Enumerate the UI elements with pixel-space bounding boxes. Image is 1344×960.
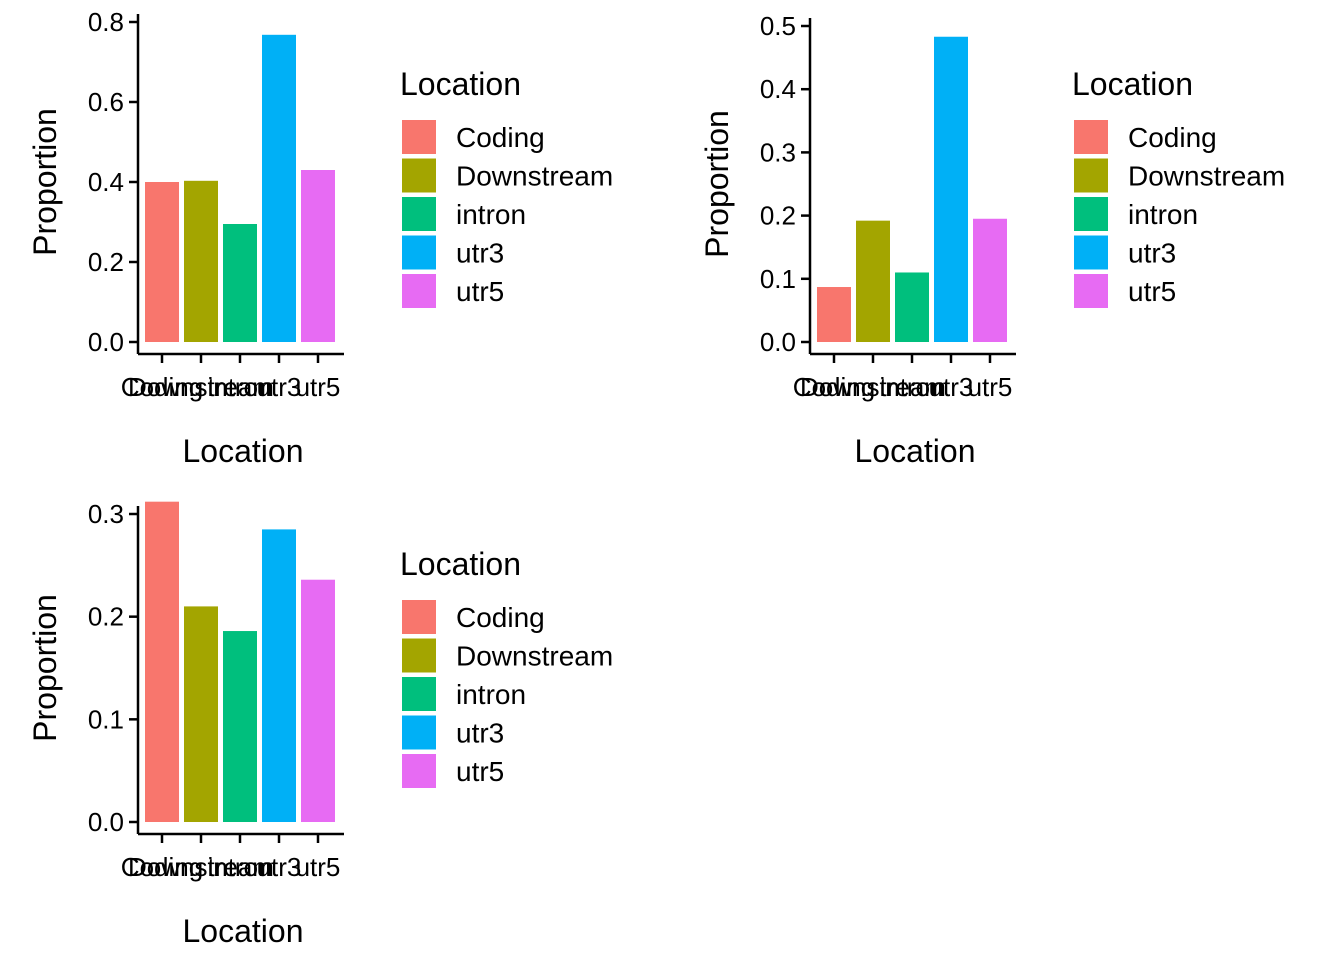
- x-axis-title: Location: [183, 913, 304, 949]
- bar-intron: [223, 631, 257, 822]
- legend-label-utr5: utr5: [456, 276, 504, 307]
- legend-swatch-utr5: [402, 274, 436, 308]
- y-tick-label: 0.2: [760, 201, 796, 231]
- y-tick-label: 0.1: [760, 264, 796, 294]
- bar-coding: [145, 501, 179, 822]
- bar-intron: [223, 224, 257, 342]
- x-axis-title: Location: [183, 433, 304, 469]
- y-tick-label: 0.8: [88, 7, 124, 37]
- bar-intron: [895, 272, 929, 342]
- bar-utr3: [262, 34, 296, 343]
- bar-downstream: [184, 606, 218, 822]
- y-tick-label: 0.4: [760, 74, 796, 104]
- legend-swatch-utr5: [402, 754, 436, 788]
- legend-label-downstream: Downstream: [456, 641, 613, 672]
- bar-utr5: [301, 170, 335, 342]
- y-tick-label: 0.3: [760, 137, 796, 167]
- y-tick-label: 0.2: [88, 602, 124, 632]
- x-tick-label: utr3: [257, 372, 302, 402]
- y-tick-label: 0.0: [88, 327, 124, 357]
- legend-swatch-intron: [1074, 197, 1108, 231]
- y-tick-label: 0.4: [88, 167, 124, 197]
- x-tick-label: utr5: [296, 852, 341, 882]
- bar-utr5: [301, 579, 335, 822]
- bar-coding: [817, 287, 851, 342]
- legend-label-utr5: utr5: [456, 756, 504, 787]
- bar-utr3: [262, 529, 296, 822]
- legend-label-downstream: Downstream: [456, 161, 613, 192]
- y-tick-label: 0.2: [88, 247, 124, 277]
- bar-coding: [145, 182, 179, 342]
- bar-chart-3: 0.00.10.20.3CodingDownstreamintronutr3ut…: [27, 499, 613, 949]
- legend-swatch-coding: [402, 600, 436, 634]
- x-tick-label: Coding: [121, 852, 203, 882]
- legend-label-downstream: Downstream: [1128, 161, 1285, 192]
- legend-title: Location: [400, 546, 521, 582]
- y-tick-label: 0.3: [88, 499, 124, 529]
- y-tick-label: 0.5: [760, 11, 796, 41]
- legend: Location Coding Downstream intron utr3 utr5: [400, 546, 613, 788]
- x-tick-label: utr3: [257, 852, 302, 882]
- x-tick-label: intron: [207, 852, 272, 882]
- y-axis-title: Proportion: [27, 594, 63, 742]
- legend-label-coding: Coding: [1128, 122, 1217, 153]
- y-axis-title: Proportion: [699, 110, 735, 258]
- x-axis-title: Location: [855, 433, 976, 469]
- x-tick-label: utr3: [929, 372, 974, 402]
- legend-swatch-utr3: [1074, 235, 1108, 270]
- y-tick-label: 0.0: [88, 807, 124, 837]
- x-tick-label: Coding: [793, 372, 875, 402]
- x-tick-label: Downstream: [128, 852, 274, 882]
- legend-label-utr3: utr3: [1128, 238, 1176, 269]
- legend-swatch-utr3: [402, 715, 436, 750]
- legend-label-intron: intron: [456, 199, 526, 230]
- bar-chart-1: 0.00.20.40.60.8CodingDownstreamintronutr…: [27, 7, 613, 469]
- legend-swatch-intron: [402, 197, 436, 231]
- legend-swatch-utr3: [402, 235, 436, 270]
- bar-downstream: [856, 220, 890, 342]
- legend-title: Location: [400, 66, 521, 102]
- legend-swatch-downstream: [402, 158, 436, 193]
- x-tick-label: utr5: [968, 372, 1013, 402]
- x-tick-label: Coding: [121, 372, 203, 402]
- x-tick-label: intron: [879, 372, 944, 402]
- legend-label-coding: Coding: [456, 122, 545, 153]
- x-tick-label: intron: [207, 372, 272, 402]
- legend-label-utr3: utr3: [456, 718, 504, 749]
- legend-swatch-downstream: [402, 638, 436, 673]
- x-tick-label: Downstream: [128, 372, 274, 402]
- bar-chart-2: 0.00.10.20.30.40.5CodingDownstreamintron…: [699, 11, 1285, 469]
- legend-title: Location: [1072, 66, 1193, 102]
- y-tick-label: 0.1: [88, 704, 124, 734]
- legend-swatch-utr5: [1074, 274, 1108, 308]
- legend-swatch-coding: [1074, 120, 1108, 154]
- x-tick-label: Downstream: [800, 372, 946, 402]
- legend-label-utr3: utr3: [456, 238, 504, 269]
- y-tick-label: 0.6: [88, 87, 124, 117]
- legend-label-utr5: utr5: [1128, 276, 1176, 307]
- bar-utr5: [973, 218, 1007, 342]
- bar-downstream: [184, 180, 218, 342]
- legend-swatch-downstream: [1074, 158, 1108, 193]
- legend: Location Coding Downstream intron utr3 utr5: [1072, 66, 1285, 308]
- legend-label-coding: Coding: [456, 602, 545, 633]
- legend-swatch-coding: [402, 120, 436, 154]
- bar-utr3: [934, 36, 968, 343]
- legend-swatch-intron: [402, 677, 436, 711]
- legend-label-intron: intron: [456, 679, 526, 710]
- legend: Location Coding Downstream intron utr3 utr5: [400, 66, 613, 308]
- y-tick-label: 0.0: [760, 327, 796, 357]
- y-axis-title: Proportion: [27, 108, 63, 256]
- x-tick-label: utr5: [296, 372, 341, 402]
- legend-label-intron: intron: [1128, 199, 1198, 230]
